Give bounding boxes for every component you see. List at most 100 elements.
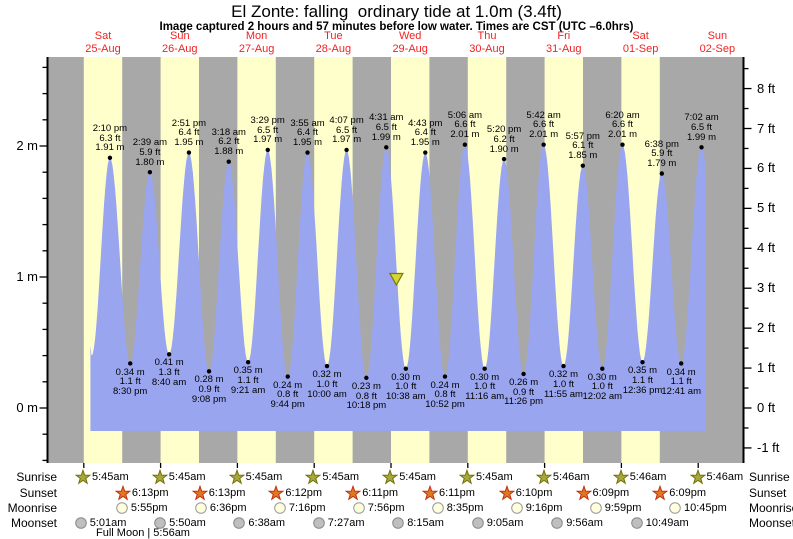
y-axis-right-label: 4 ft	[757, 240, 776, 256]
low-tide-annotation: 0.30 m 1.0 ft 11:16 am	[465, 371, 505, 403]
sunset-star-icon	[191, 484, 208, 501]
moonset-entry: 8:15am	[390, 515, 444, 531]
low-tide-annotation: 0.32 m 1.0 ft 11:55 am	[544, 369, 583, 400]
low-tide-annotation: 0.32 m 1.0 ft 10:00 am	[307, 369, 347, 400]
chart-subtitle: Image captured 2 hours and 57 minutes be…	[159, 21, 634, 33]
day-label: Sat 01-Sep	[622, 30, 659, 55]
sunrise-time: 5:45am	[245, 471, 283, 483]
sunrise-star-icon	[305, 469, 322, 485]
moonrise-moon-icon	[274, 502, 286, 514]
moonrise-entry: 10:45pm	[667, 500, 727, 516]
high-tide-dot	[384, 145, 389, 150]
low-tide-dot	[324, 363, 330, 369]
sunrise-entry: 5:46am	[689, 469, 743, 485]
high-tide-annotation: 2:51 pm 6.4 ft 1.95 m	[171, 117, 207, 149]
y-axis-right-label: 0 ft	[757, 400, 776, 415]
low-tide-annotation: 0.24 m 0.8 ft 9:44 pm	[270, 379, 305, 411]
moonrise-entry: 5:55pm	[114, 500, 168, 516]
low-tide-annotation: 0.35 m 1.1 ft 9:21 am	[230, 365, 266, 396]
sunrise-time: 5:45am	[92, 471, 129, 483]
sunset-star-icon	[652, 484, 669, 501]
high-tide-annotation: 5:20 pm 6.2 ft 1.90 m	[486, 124, 522, 155]
low-tide-annotation: 0.34 m 1.1 ft 12:41 am	[661, 366, 701, 398]
sunrise-star-icon	[535, 469, 552, 485]
y-axis-left-label: 1 m	[16, 269, 38, 284]
moonset-time: 10:49am	[645, 517, 689, 529]
moonrise-entry: 8:35pm	[430, 500, 483, 516]
moonrise-moon-icon	[510, 502, 523, 514]
current-time-marker	[388, 272, 404, 287]
moonrise-moon-icon	[195, 502, 207, 514]
moonrise-moon-icon	[669, 502, 681, 514]
moonrise-row-label-right: Moonrise	[749, 501, 793, 515]
moonset-moon-icon	[233, 517, 246, 529]
day-label: Fri 31-Aug	[546, 30, 582, 55]
high-tide-annotation: 5:06 am 6.6 ft 2.01 m	[447, 109, 483, 141]
high-tide-dot	[580, 163, 586, 168]
sunrise-time: 5:45am	[476, 471, 513, 483]
sunset-star-icon	[498, 484, 515, 501]
moonset-moon-icon	[551, 517, 563, 529]
moonset-time: 9:05am	[486, 517, 524, 529]
y-axis-right-label: 7 ft	[757, 120, 776, 136]
low-tide-annotation: 0.28 m 0.9 ft 9:08 pm	[191, 374, 227, 405]
moonrise-entry: 9:59pm	[588, 500, 642, 516]
sunrise-entry: 5:45am	[151, 469, 206, 485]
moonrise-entry: 7:16pm	[272, 500, 326, 516]
moonset-entry: 5:50am	[152, 515, 206, 531]
moonset-entry: 9:56am	[549, 515, 603, 531]
sunset-star-icon	[422, 484, 438, 501]
sunset-entry: 6:12pm	[268, 484, 322, 501]
sunset-time: 6:13pm	[131, 486, 169, 499]
sunrise-entry: 5:46am	[535, 469, 590, 485]
moonset-moon-icon	[312, 517, 325, 529]
day-label: Wed 29-Aug	[392, 30, 428, 55]
sunrise-star-icon	[228, 469, 245, 485]
high-tide-annotation: 2:39 am 5.9 ft 1.80 m	[132, 137, 168, 168]
y-axis-right-label: -1 ft	[757, 439, 780, 455]
high-tide-annotation: 6:38 pm 5.9 ft 1.79 m	[644, 138, 679, 170]
high-tide-annotation: 5:42 am 6.6 ft 2.01 m	[526, 109, 561, 141]
sunset-time: 6:09pm	[592, 486, 630, 499]
y-axis-right-line	[742, 57, 745, 463]
sunset-entry: 6:11pm	[345, 484, 399, 501]
low-tide-dot	[128, 361, 133, 366]
day-label: Sun 02-Sep	[699, 30, 736, 55]
low-tide-dot	[206, 369, 212, 374]
sunset-time: 6:11pm	[362, 486, 399, 499]
y-axis-left-line	[46, 57, 49, 463]
moonrise-entry: 6:36pm	[193, 500, 247, 516]
low-tide-dot	[600, 366, 605, 371]
moonset-entry: 7:27am	[311, 515, 365, 531]
day-label: Thu 30-Aug	[469, 30, 505, 55]
full-moon-label: Full Moon | 5:56am	[96, 527, 190, 539]
day-label: Sun 26-Aug	[162, 30, 198, 55]
low-tide-dot	[364, 375, 369, 381]
day-label: Mon 27-Aug	[238, 30, 275, 55]
low-tide-annotation: 0.41 m 1.3 ft 8:40 am	[151, 357, 187, 388]
sunrise-time: 5:46am	[552, 471, 590, 483]
low-tide-dot	[640, 359, 645, 365]
low-tide-dot	[285, 374, 290, 379]
low-tide-dot	[403, 366, 409, 371]
sunrise-entry: 5:45am	[305, 469, 359, 485]
day-label: Tue 28-Aug	[315, 30, 352, 55]
moonset-entry: 6:38am	[231, 515, 285, 531]
sunrise-row-label-left: Sunrise	[16, 470, 57, 484]
moonrise-row-label-left: Moonrise	[7, 501, 57, 515]
sunset-entry: 6:13pm	[191, 484, 245, 501]
high-tide-annotation: 5:57 pm 6.1 ft 1.85 m	[565, 130, 600, 162]
moonrise-time: 7:56pm	[367, 502, 405, 514]
moonset-moon-icon	[392, 517, 404, 529]
sunrise-entry: 5:46am	[612, 469, 666, 485]
moonrise-time: 9:59pm	[604, 502, 642, 514]
sunrise-row-label-right: Sunrise	[749, 470, 790, 484]
y-axis-right-label: 2 ft	[757, 320, 776, 336]
low-tide-dot	[678, 361, 684, 366]
sunset-star-icon	[114, 484, 131, 501]
high-tide-dot	[541, 142, 546, 147]
y-axis-right-label: 6 ft	[757, 160, 776, 176]
moonset-moon-icon	[471, 517, 484, 529]
sunrise-star-icon	[459, 469, 475, 485]
